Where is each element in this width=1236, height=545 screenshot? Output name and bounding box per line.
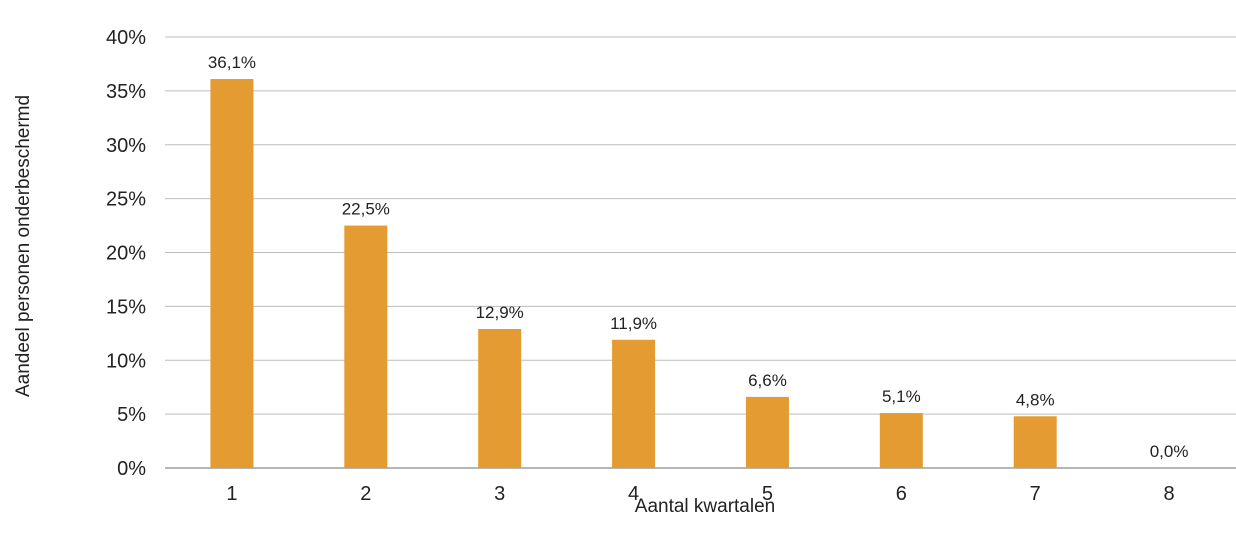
y-tick-label: 5% — [117, 404, 146, 426]
bar — [1013, 416, 1057, 468]
x-tick-label: 4 — [628, 483, 639, 505]
y-tick-label: 20% — [106, 243, 146, 265]
data-label: 36,1% — [208, 53, 256, 72]
data-labels: 36,1% 22,5% 12,9% 11,9% 6,6% 5,1% 4,8% 0,0% — [208, 53, 1189, 461]
x-axis-title: Aantal kwartalen — [635, 496, 775, 517]
x-tick-label: 7 — [1030, 483, 1041, 505]
x-axis-ticks: 1 2 3 4 5 6 7 8 — [226, 483, 1174, 505]
bar — [612, 339, 656, 468]
y-tick-label: 0% — [117, 458, 146, 480]
data-label: 5,1% — [882, 387, 921, 406]
bar — [879, 413, 923, 468]
x-tick-label: 8 — [1164, 483, 1175, 505]
bar — [210, 79, 254, 469]
data-label: 6,6% — [748, 371, 787, 390]
y-tick-label: 30% — [106, 135, 146, 157]
y-tick-label: 35% — [106, 81, 146, 103]
data-label: 12,9% — [476, 303, 524, 322]
bar — [745, 396, 789, 468]
gridlines — [165, 36, 1236, 469]
data-label: 4,8% — [1016, 390, 1055, 409]
bar — [344, 225, 388, 468]
y-axis-ticks: 0% 5% 10% 15% 20% 25% 30% 35% 40% — [106, 27, 146, 480]
data-label: 22,5% — [342, 200, 390, 219]
y-tick-label: 25% — [106, 189, 146, 211]
bar — [478, 329, 522, 468]
y-tick-label: 15% — [106, 296, 146, 318]
y-axis-title: Aandeel personen onderbeschermd — [13, 95, 34, 397]
x-tick-label: 2 — [360, 483, 371, 505]
data-label: 11,9% — [610, 314, 657, 333]
data-label: 0,0% — [1150, 442, 1189, 461]
y-tick-label: 40% — [106, 27, 146, 49]
x-tick-label: 1 — [226, 483, 237, 505]
bars — [210, 79, 1057, 469]
x-tick-label: 5 — [762, 483, 773, 505]
y-tick-label: 10% — [106, 350, 146, 372]
x-tick-label: 6 — [896, 483, 907, 505]
x-tick-label: 3 — [494, 483, 505, 505]
